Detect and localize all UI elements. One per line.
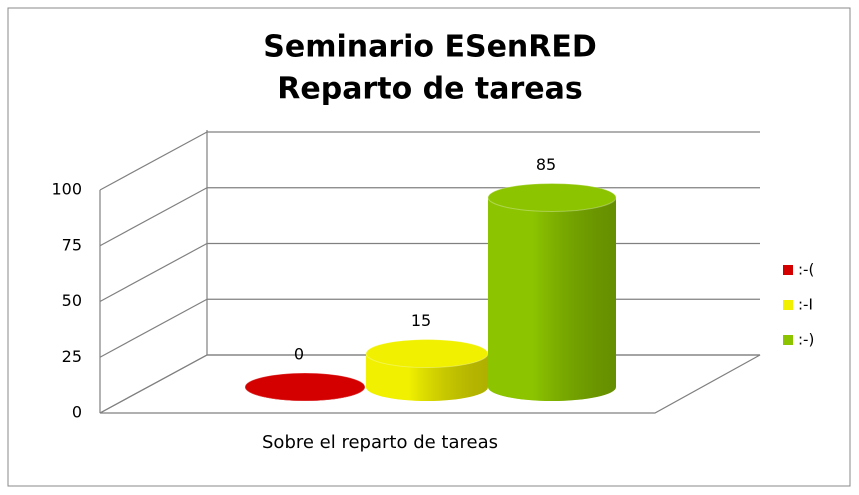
legend-label: :-I bbox=[798, 296, 813, 314]
y-tick-label: 0 bbox=[72, 403, 82, 422]
cylinder bbox=[365, 339, 489, 401]
floor bbox=[99, 354, 761, 414]
cylinder-shade bbox=[488, 197, 616, 401]
grid-line bbox=[99, 187, 208, 247]
legend-label: :-) bbox=[798, 331, 814, 349]
chart-title: Reparto de tareas bbox=[277, 72, 582, 107]
chart-border bbox=[7, 7, 851, 487]
x-tick-label: Sobre el reparto de tareas bbox=[262, 432, 498, 453]
cylinder bbox=[244, 372, 366, 402]
value-label: 15 bbox=[411, 311, 431, 330]
cylinder bbox=[487, 182, 617, 401]
y-tick-label: 100 bbox=[51, 180, 82, 199]
cylinder-top bbox=[365, 339, 489, 369]
grid-line bbox=[99, 131, 208, 191]
y-tick-label: 75 bbox=[62, 235, 82, 254]
legend-label: :-( bbox=[798, 261, 814, 279]
grid-line bbox=[99, 242, 208, 303]
cylinder-top bbox=[244, 372, 366, 402]
y-tick-label: 50 bbox=[62, 291, 82, 310]
legend-swatch bbox=[783, 300, 793, 310]
grid-line bbox=[99, 298, 208, 358]
legend-swatch bbox=[783, 335, 793, 345]
cylinder-top bbox=[487, 182, 617, 212]
y-tick-label: 25 bbox=[62, 347, 82, 366]
legend-swatch bbox=[783, 265, 793, 275]
chart-title: Seminario ESenRED bbox=[263, 30, 597, 65]
value-label: 0 bbox=[294, 345, 304, 364]
value-label: 85 bbox=[536, 155, 556, 174]
